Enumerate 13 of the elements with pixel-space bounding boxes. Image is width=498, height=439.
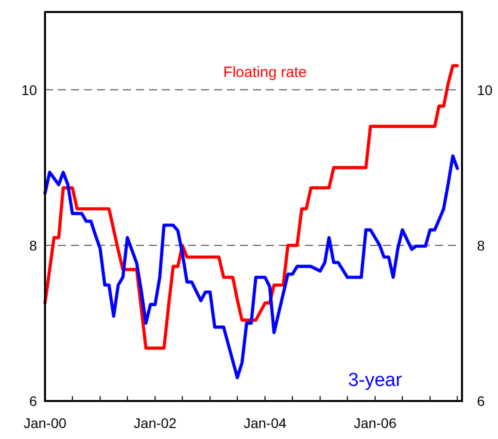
x-tick-label: Jan-06 bbox=[354, 415, 397, 431]
x-tick-label: Jan-00 bbox=[24, 415, 67, 431]
line-series bbox=[43, 64, 459, 350]
x-tick-label: Jan-04 bbox=[244, 415, 287, 431]
y-tick-label: 6 bbox=[29, 393, 38, 409]
y2-tick-label: 6 bbox=[477, 393, 485, 409]
y-tick-label: 8 bbox=[29, 237, 38, 254]
text: 3-year bbox=[348, 370, 403, 391]
x-tick-label: Jan-02 bbox=[134, 415, 177, 431]
y-tick-label: 10 bbox=[21, 82, 38, 98]
text: Floating rate bbox=[223, 64, 307, 81]
y2-tick-label: 10 bbox=[477, 82, 493, 98]
y2-tick-label: 8 bbox=[477, 237, 485, 254]
